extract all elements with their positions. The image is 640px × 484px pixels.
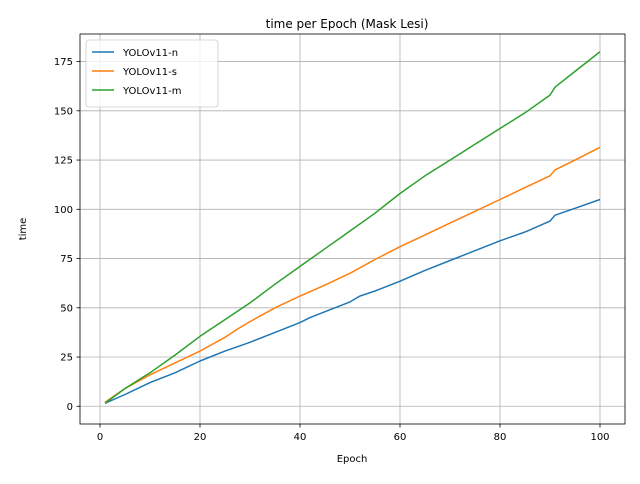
legend: YOLOv11-n YOLOv11-s YOLOv11-m — [85, 39, 219, 108]
x-tick-label: 40 — [294, 432, 307, 443]
series-line-1 — [104, 146, 601, 403]
x-tick-label: 0 — [97, 432, 103, 443]
series-lines — [104, 51, 601, 404]
y-tick-label: 0 — [67, 402, 73, 413]
y-tick-label: 25 — [60, 353, 73, 364]
y-tick-label: 175 — [54, 57, 73, 68]
x-tick-label: 80 — [494, 432, 507, 443]
x-axis: 0 20 40 60 80 100 — [97, 424, 610, 443]
grid — [80, 34, 625, 424]
legend-label: YOLOv11-s — [122, 67, 177, 78]
y-tick-label: 50 — [60, 303, 73, 314]
x-tick-label: 20 — [194, 432, 207, 443]
y-tick-label: 75 — [60, 254, 73, 265]
plot-frame — [79, 33, 626, 425]
series-line-2 — [104, 51, 601, 404]
legend-box — [85, 39, 219, 108]
legend-label: YOLOv11-n — [122, 48, 178, 59]
y-axis-label: time — [18, 218, 29, 241]
y-tick-label: 100 — [54, 205, 73, 216]
series-line-0 — [104, 198, 601, 404]
legend-label: YOLOv11-m — [122, 86, 182, 97]
y-tick-label: 150 — [54, 106, 73, 117]
x-tick-label: 60 — [394, 432, 407, 443]
y-tick-label: 125 — [54, 156, 73, 167]
chart-title: time per Epoch (Mask Lesi) — [266, 17, 429, 31]
x-tick-label: 100 — [590, 432, 609, 443]
x-axis-label: Epoch — [337, 454, 368, 465]
y-axis: 0 25 50 75 100 125 150 175 — [54, 57, 80, 413]
